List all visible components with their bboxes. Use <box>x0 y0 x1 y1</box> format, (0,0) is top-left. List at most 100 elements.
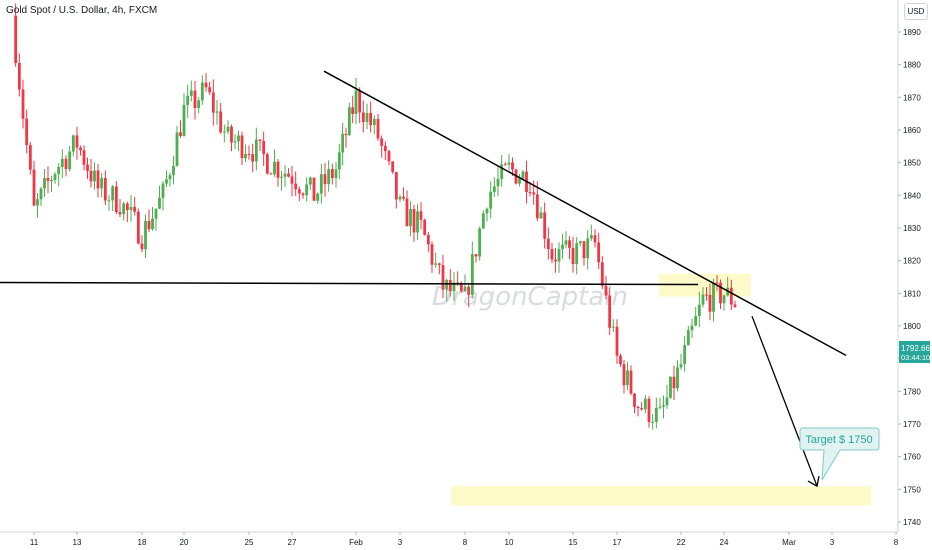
candle <box>215 100 219 125</box>
candle-body <box>280 176 283 178</box>
candle-body <box>32 169 36 206</box>
candle-body <box>165 179 168 184</box>
candle <box>503 162 507 166</box>
candle <box>168 172 172 187</box>
target-zone <box>451 486 871 506</box>
candle-body <box>582 241 586 259</box>
candle <box>729 279 733 310</box>
candle <box>240 131 244 166</box>
candle-body <box>46 177 50 182</box>
candle-body <box>337 152 341 170</box>
price-tick-label: 1860 <box>903 126 921 135</box>
candle-body <box>237 135 240 142</box>
candle <box>200 75 204 105</box>
candle <box>564 231 568 249</box>
candle-body <box>182 104 186 137</box>
candle <box>672 365 676 401</box>
candle-body <box>254 139 258 162</box>
candle <box>43 168 46 197</box>
candle-body <box>147 220 151 230</box>
candle-body <box>347 107 351 136</box>
candle <box>64 155 68 177</box>
candle <box>21 79 25 129</box>
time-axis[interactable]: 11 13 18 20 25 27 Feb 3 8 10 15 17 22 24 Mar 3 8 <box>0 531 899 547</box>
candle <box>636 405 640 417</box>
price-axis[interactable]: 1740175017601770178017901800181018201830… <box>897 0 921 532</box>
candle <box>122 201 126 221</box>
candle-body <box>36 199 39 206</box>
currency-button[interactable]: USD <box>904 3 928 20</box>
candle-body <box>546 238 550 249</box>
candle-body <box>629 370 633 394</box>
candle <box>452 272 456 301</box>
candle-body <box>312 177 316 201</box>
bar-countdown: 03:44:10 <box>901 353 930 362</box>
candle-body <box>133 206 137 212</box>
chart-title: Gold Spot / U.S. Dollar, 4h, FXCM <box>6 5 158 16</box>
candle-body <box>103 178 107 201</box>
candle-body <box>485 208 489 214</box>
time-tick-label: Mar <box>782 538 796 547</box>
candle <box>86 157 89 179</box>
candle <box>316 192 320 204</box>
candle <box>528 181 532 197</box>
candle-body <box>557 248 561 262</box>
candle <box>222 124 226 143</box>
horizontal-support-line <box>0 281 699 286</box>
candle <box>492 177 496 197</box>
candle-body <box>100 178 104 189</box>
candle-body <box>571 247 575 265</box>
candle-body <box>593 235 597 243</box>
time-tick-label: 3 <box>830 538 835 547</box>
candle-body <box>53 174 57 181</box>
time-tick-label: 27 <box>288 538 297 547</box>
candle <box>323 162 327 197</box>
candle-body <box>89 170 93 182</box>
candle-body <box>467 286 471 295</box>
candle <box>619 353 622 367</box>
candle <box>665 385 669 409</box>
candle-body <box>597 242 601 263</box>
time-tick-label: 15 <box>569 538 578 547</box>
candle-body <box>672 376 676 389</box>
candle <box>265 152 269 175</box>
projection-arrow <box>751 315 818 487</box>
candle-body <box>179 132 182 137</box>
candle <box>154 208 158 231</box>
candle-body <box>448 280 452 292</box>
candle-body <box>39 188 43 200</box>
candle <box>269 172 273 175</box>
candle <box>341 122 345 166</box>
time-tick-label: 24 <box>720 538 729 547</box>
candle-body <box>330 169 334 179</box>
candle-body <box>323 174 327 185</box>
candle <box>305 177 309 202</box>
candle-body <box>686 330 690 346</box>
candle-body <box>665 397 669 406</box>
candle <box>254 127 258 171</box>
candles-layer <box>14 3 737 430</box>
candle-body <box>568 240 571 248</box>
candle-body <box>140 243 144 250</box>
candle <box>161 181 165 211</box>
candle <box>474 253 478 263</box>
candle <box>100 172 104 198</box>
candle-body <box>43 177 46 189</box>
candle <box>158 185 161 209</box>
candle-body <box>111 186 115 201</box>
candle-body <box>25 118 29 146</box>
candle <box>189 80 193 102</box>
candle-body <box>636 406 640 409</box>
candle-body <box>500 164 504 179</box>
candle-body <box>354 90 358 114</box>
candle-body <box>722 295 726 304</box>
candle <box>129 195 133 222</box>
price-tick-label: 1820 <box>903 257 921 266</box>
candle-body <box>226 126 230 132</box>
candle <box>582 240 586 266</box>
candle <box>57 163 61 187</box>
candle <box>114 181 118 215</box>
candle <box>633 392 636 414</box>
candle-body <box>564 240 568 245</box>
